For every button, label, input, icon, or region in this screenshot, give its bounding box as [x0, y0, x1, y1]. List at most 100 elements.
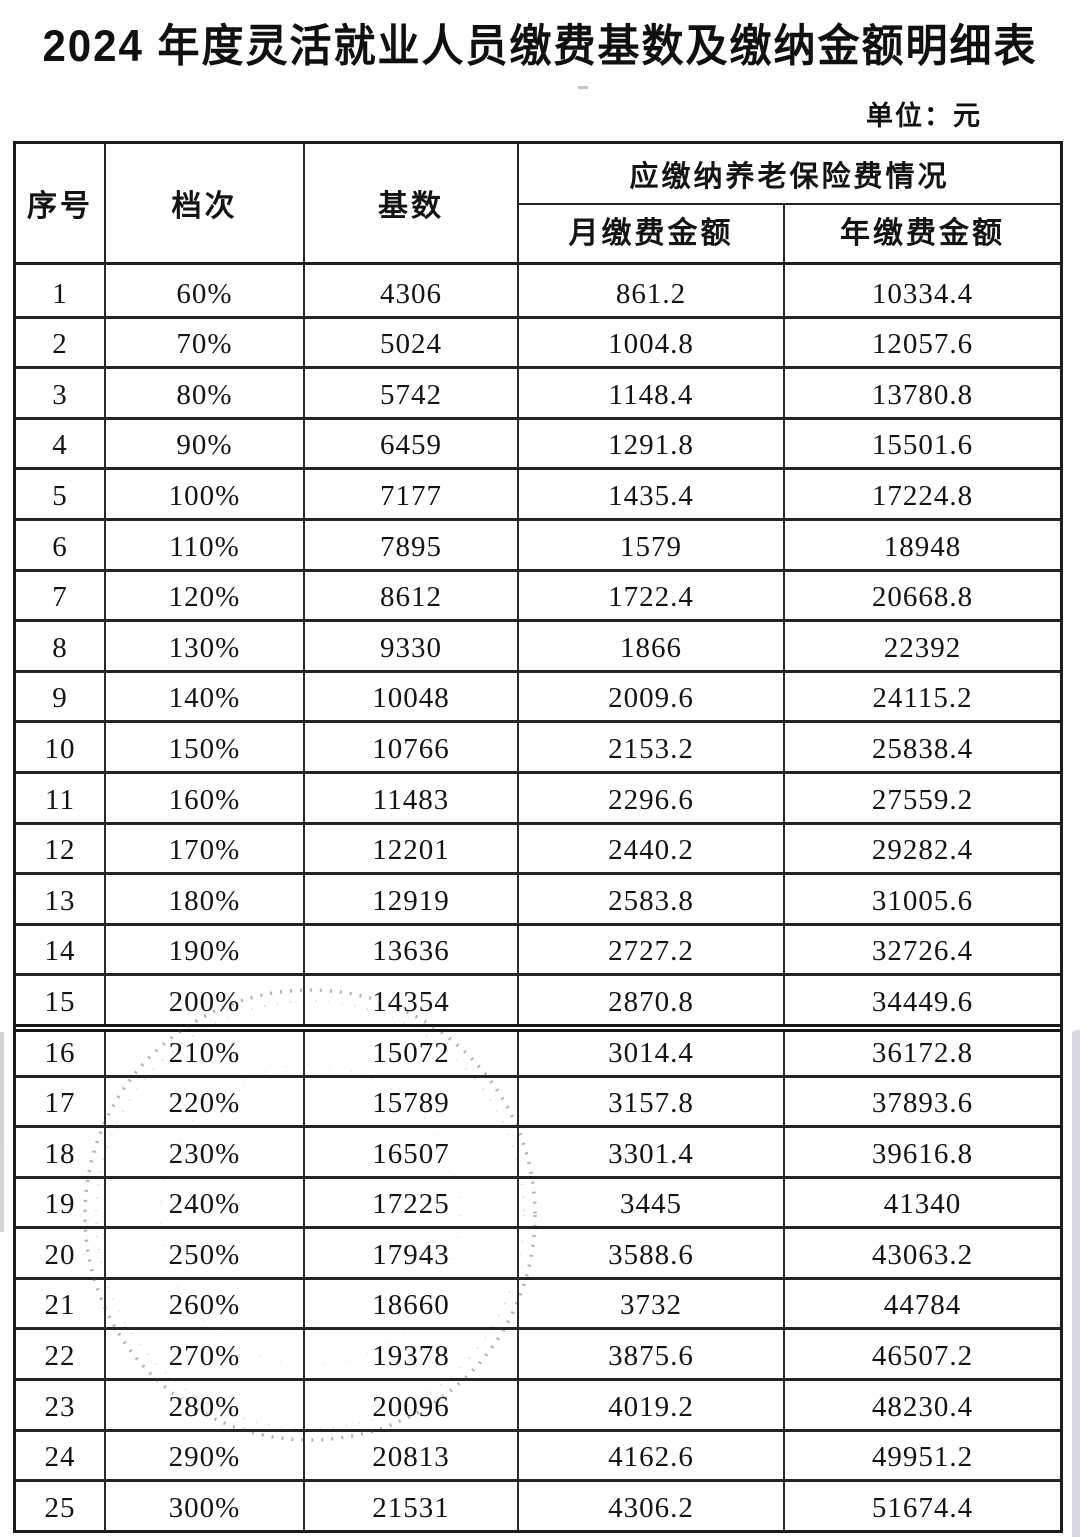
cell-yearly: 27559.2	[871, 783, 974, 816]
cell-yearly: 49951.2	[871, 1441, 974, 1474]
cell-index: 9	[16, 672, 106, 721]
cell-base: 16507	[305, 1128, 519, 1176]
table-row: 25 300% 21531 4306.2 51674.4	[16, 1479, 1060, 1530]
cell-monthly: 2153.2	[519, 723, 785, 771]
cell-base: 19378	[305, 1330, 519, 1379]
cell-index: 4	[16, 419, 106, 468]
cell-yearly: 22392	[883, 631, 962, 664]
cell-index: 1	[16, 265, 106, 316]
cell-base: 17225	[305, 1178, 519, 1227]
table-row: 20 250% 17943 3588.6 43063.2	[16, 1226, 1060, 1277]
cell-level: 240%	[106, 1178, 305, 1227]
cell-monthly: 3301.4	[519, 1128, 785, 1176]
cell-yearly: 17224.8	[871, 479, 974, 512]
cell-index: 13	[16, 875, 106, 923]
cell-base: 7177	[305, 470, 519, 518]
cell-monthly: 1148.4	[519, 369, 785, 417]
cell-index: 19	[16, 1178, 106, 1227]
cell-base: 13636	[305, 925, 519, 974]
cell-yearly: 44784	[883, 1289, 962, 1322]
cell-base: 18660	[305, 1279, 519, 1328]
cell-level: 230%	[106, 1128, 305, 1176]
cell-base: 12201	[305, 824, 519, 873]
cell-monthly: 4306.2	[519, 1482, 785, 1530]
cell-monthly: 2583.8	[519, 875, 785, 923]
table-row: 22 270% 19378 3875.6 46507.2	[16, 1327, 1060, 1379]
cell-level: 290%	[106, 1431, 305, 1480]
table-row: 14 190% 13636 2727.2 32726.4	[16, 922, 1060, 974]
cell-yearly: 10334.4	[871, 277, 974, 310]
cell-level: 200%	[106, 976, 305, 1024]
cell-monthly: 1004.8	[519, 318, 785, 367]
table-row: 8 130% 9330 1866 22392	[16, 619, 1060, 670]
cell-yearly: 46507.2	[871, 1340, 974, 1373]
table-row: 1 60% 4306 861.2 10334.4	[16, 265, 1060, 316]
cell-index: 3	[16, 369, 106, 417]
cell-index: 12	[16, 824, 106, 873]
header-pension-group: 应缴纳养老保险费情况	[519, 144, 1060, 205]
cell-monthly: 1435.4	[519, 470, 785, 518]
cell-level: 160%	[106, 773, 305, 822]
cell-yearly: 37893.6	[871, 1087, 974, 1120]
cell-monthly: 3157.8	[519, 1077, 785, 1126]
header-yearly: 年缴费金额	[840, 217, 1005, 250]
cell-yearly: 13780.8	[871, 378, 974, 411]
cell-level: 180%	[106, 875, 305, 923]
cell-index: 24	[16, 1431, 106, 1480]
cell-base: 17943	[305, 1229, 519, 1277]
cell-level: 270%	[106, 1330, 305, 1379]
cell-yearly: 36172.8	[871, 1036, 974, 1069]
cell-index: 5	[16, 470, 106, 518]
cell-level: 70%	[106, 318, 305, 367]
cell-level: 110%	[106, 520, 305, 569]
cell-base: 10048	[305, 672, 519, 721]
cell-base: 7895	[305, 520, 519, 569]
cell-base: 21531	[305, 1482, 519, 1530]
cell-yearly: 41340	[883, 1188, 962, 1221]
cell-index: 14	[16, 925, 106, 974]
cell-base: 10766	[305, 723, 519, 771]
cell-index: 16	[16, 1031, 106, 1075]
cell-index: 15	[16, 976, 106, 1024]
cell-level: 210%	[106, 1031, 305, 1075]
cell-yearly: 32726.4	[871, 935, 974, 968]
cell-index: 18	[16, 1128, 106, 1176]
unit-label: 单位：元	[866, 101, 982, 131]
header-level: 档次	[106, 144, 305, 262]
cell-monthly: 861.2	[519, 265, 785, 316]
cell-level: 140%	[106, 672, 305, 721]
cell-monthly: 2870.8	[519, 976, 785, 1024]
cell-level: 170%	[106, 824, 305, 873]
cell-yearly: 18948	[883, 530, 962, 563]
cell-index: 22	[16, 1330, 106, 1379]
cell-yearly: 34449.6	[871, 985, 974, 1018]
cell-monthly: 3732	[519, 1279, 785, 1328]
cell-index: 25	[16, 1482, 106, 1530]
cell-level: 250%	[106, 1229, 305, 1277]
cell-monthly: 3445	[519, 1178, 785, 1227]
table-row: 12 170% 12201 2440.2 29282.4	[16, 821, 1060, 873]
cell-yearly: 15501.6	[871, 429, 974, 462]
cell-level: 90%	[106, 419, 305, 468]
cell-monthly: 2440.2	[519, 824, 785, 873]
cell-level: 220%	[106, 1077, 305, 1126]
cell-level: 190%	[106, 925, 305, 974]
table-row: 23 280% 20096 4019.2 48230.4	[16, 1378, 1060, 1429]
table-row: 15 200% 14354 2870.8 34449.6	[16, 973, 1060, 1024]
cell-base: 14354	[305, 976, 519, 1024]
header-index: 序号	[16, 144, 106, 262]
cell-base: 15072	[305, 1031, 519, 1075]
cell-monthly: 2727.2	[519, 925, 785, 974]
cell-level: 80%	[106, 369, 305, 417]
table-row: 24 290% 20813 4162.6 49951.2	[16, 1428, 1060, 1480]
cell-level: 260%	[106, 1279, 305, 1328]
cell-base: 9330	[305, 622, 519, 670]
cell-level: 150%	[106, 723, 305, 771]
cell-base: 5024	[305, 318, 519, 367]
cell-monthly: 2296.6	[519, 773, 785, 822]
cell-base: 12919	[305, 875, 519, 923]
cell-index: 7	[16, 571, 106, 620]
cell-index: 23	[16, 1381, 106, 1429]
cell-level: 60%	[106, 265, 305, 316]
cell-base: 15789	[305, 1077, 519, 1126]
